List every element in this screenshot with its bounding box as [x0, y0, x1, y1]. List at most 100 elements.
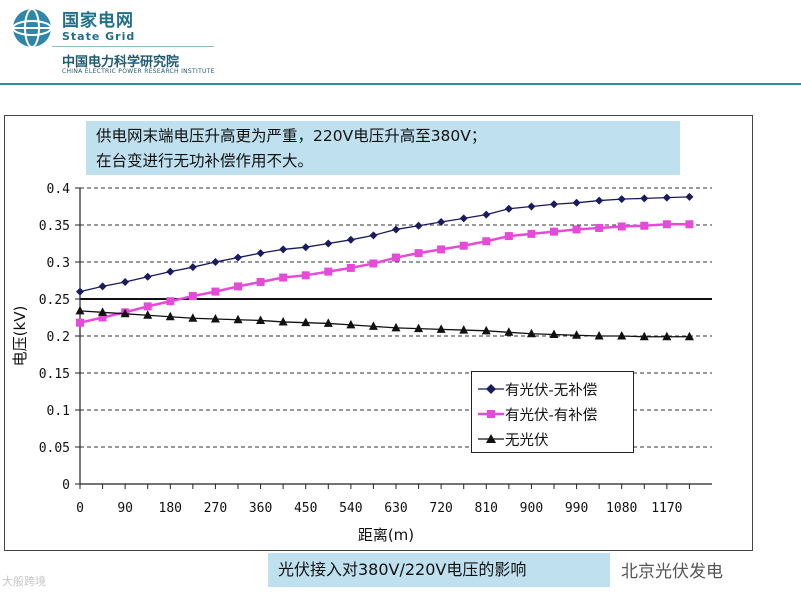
x-tick-label: 1170: [651, 501, 682, 516]
data-point: [684, 331, 694, 341]
y-tick-label: 0.35: [39, 219, 70, 234]
data-point: [595, 223, 604, 232]
data-point: [234, 282, 242, 291]
x-tick-label: 0: [76, 501, 84, 516]
y-tick-label: 0.1: [47, 404, 70, 419]
legend-label: 有光伏-无补偿: [505, 383, 598, 399]
series-line: [79, 196, 690, 293]
watermark-left: 大般跨境: [2, 575, 46, 588]
data-point: [436, 324, 446, 333]
y-tick-label: 0.4: [47, 182, 71, 197]
data-point: [211, 258, 220, 266]
legend-label: 有光伏-有补偿: [505, 408, 598, 424]
data-point: [143, 310, 153, 319]
data-point: [120, 308, 130, 318]
data-point: [685, 220, 694, 229]
figure-caption: 光伏接入对380V/220V电压的影响: [268, 553, 610, 587]
data-point: [617, 331, 627, 340]
data-point: [414, 323, 424, 333]
header-divider-short: [52, 46, 214, 47]
x-tick-label: 450: [294, 501, 317, 516]
data-point: [640, 221, 649, 230]
data-point: [279, 273, 288, 282]
data-point: [323, 318, 333, 327]
data-point: [233, 314, 243, 324]
x-tick-label: 540: [339, 501, 362, 516]
data-point: [640, 194, 649, 203]
data-point: [639, 331, 649, 341]
annotation-box: 供电网末端电压升高更为严重，220V电压升高至380V； 在台变进行无功补偿作用…: [86, 121, 680, 175]
y-tick-label: 0.15: [39, 367, 70, 382]
state-grid-logo-icon: [12, 8, 52, 48]
y-tick-label: 0.05: [39, 441, 70, 456]
data-point: [482, 237, 491, 246]
data-point: [391, 322, 401, 332]
data-point: [662, 331, 672, 341]
data-point: [346, 235, 355, 244]
x-tick-label: 1080: [606, 501, 637, 516]
y-tick-label: 0: [62, 478, 70, 493]
org-name-en: State Grid: [62, 30, 136, 43]
data-point: [76, 287, 84, 296]
x-tick-label: 180: [159, 501, 182, 516]
data-point: [549, 329, 559, 339]
data-point: [256, 315, 266, 324]
chart-legend: 有光伏-无补偿 有光伏-有补偿 无光伏: [471, 371, 634, 453]
x-tick-label: 900: [520, 501, 543, 516]
data-point: [346, 263, 355, 272]
data-point: [121, 277, 130, 286]
data-point: [392, 225, 400, 234]
data-point: [278, 316, 288, 326]
data-point: [143, 302, 152, 311]
data-point: [188, 313, 198, 322]
data-point: [346, 319, 356, 329]
data-point: [210, 313, 220, 323]
y-axis-title: 电压(kV): [11, 306, 29, 367]
data-point: [256, 249, 265, 258]
data-point: [234, 253, 242, 262]
data-point: [75, 305, 85, 315]
x-tick-label: 720: [429, 501, 452, 516]
data-point: [98, 313, 107, 322]
data-point: [301, 317, 311, 327]
data-point: [504, 204, 513, 213]
legend-item: 有光伏-无补偿: [472, 377, 633, 402]
data-point: [527, 202, 536, 211]
data-point: [369, 231, 378, 240]
data-point: [414, 249, 423, 258]
data-point: [188, 292, 197, 301]
data-point: [368, 321, 378, 330]
square-marker-icon: [478, 410, 504, 418]
data-point: [550, 227, 558, 236]
data-point: [301, 271, 310, 280]
data-point: [324, 239, 333, 248]
data-point: [143, 272, 152, 281]
y-tick-label: 0.2: [47, 330, 70, 345]
data-point: [166, 297, 175, 306]
x-tick-label: 810: [475, 501, 498, 516]
data-point: [572, 198, 581, 207]
data-point: [685, 192, 694, 201]
data-point: [662, 220, 671, 229]
data-point: [459, 214, 468, 223]
data-point: [392, 253, 400, 262]
data-point: [527, 229, 536, 238]
diamond-marker-icon: [478, 384, 504, 394]
data-point: [595, 196, 604, 205]
data-point: [504, 327, 514, 336]
triangle-marker-icon: [478, 434, 504, 443]
data-point: [617, 195, 626, 204]
legend-label: 无光伏: [505, 433, 549, 449]
x-axis-title: 距离(m): [358, 526, 414, 544]
data-point: [459, 325, 469, 334]
annotation-line-2: 在台变进行无功补偿作用不大。: [96, 152, 314, 170]
x-tick-label: 360: [249, 501, 272, 516]
data-point: [256, 277, 265, 286]
x-tick-label: 270: [204, 501, 227, 516]
data-point: [550, 200, 558, 209]
data-point: [459, 241, 468, 250]
watermark-right: 北京光伏发电: [621, 562, 723, 582]
data-point: [301, 243, 310, 252]
annotation-line-1: 供电网末端电压升高更为严重，220V电压升高至380V；: [96, 127, 487, 145]
data-point: [572, 330, 582, 339]
